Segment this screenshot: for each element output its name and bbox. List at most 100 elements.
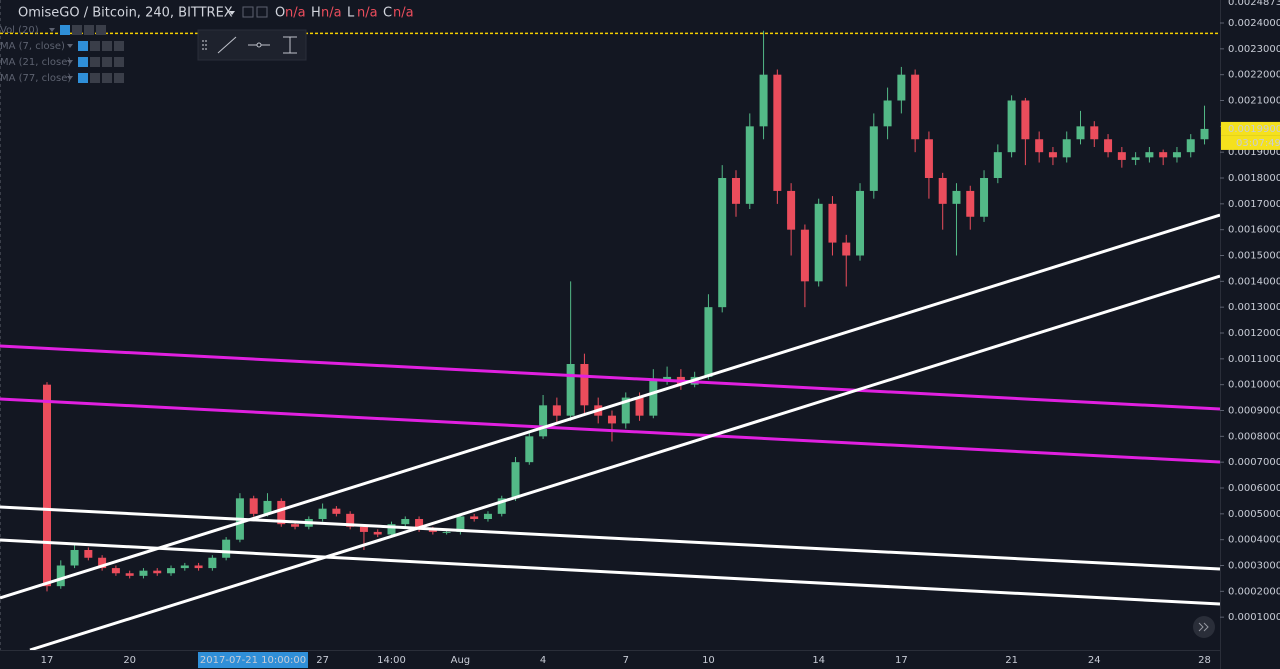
- ohlc-value: n/a: [357, 6, 378, 21]
- x-tick-label: 7: [623, 655, 629, 666]
- indicator-caret: [67, 44, 73, 48]
- channel-line: [0, 344, 1220, 411]
- channel-line: [0, 397, 1220, 464]
- scroll-icon: [1198, 622, 1209, 632]
- toolbar-grip: [202, 40, 207, 50]
- trend-line: [0, 213, 1220, 600]
- indicator-icon[interactable]: [114, 57, 124, 67]
- candle-body: [552, 405, 561, 416]
- indicator-icon[interactable]: [90, 73, 100, 83]
- x-tick-label: 14:00: [377, 655, 406, 666]
- candle-body: [1048, 152, 1057, 158]
- indicator-icon[interactable]: [72, 25, 82, 35]
- candle-body: [1104, 139, 1113, 153]
- x-tick-label: 27: [316, 655, 329, 666]
- countdown-box: [1221, 135, 1280, 150]
- candle-body: [332, 508, 341, 514]
- indicator-icon[interactable]: [96, 25, 106, 35]
- indicator-icon[interactable]: [78, 57, 88, 67]
- candle-body: [580, 364, 589, 406]
- icon[interactable]: [242, 6, 254, 18]
- indicator-icon[interactable]: [102, 73, 112, 83]
- candle-body: [346, 513, 355, 527]
- candle-body: [415, 519, 424, 530]
- x-tick-label: 17: [41, 655, 54, 666]
- indicator-icon[interactable]: [84, 25, 94, 35]
- candle-body: [897, 74, 906, 101]
- candle-body: [800, 229, 809, 282]
- crosshair-date: 2017-07-21 10:00:00: [200, 655, 306, 666]
- candle-body: [621, 397, 630, 424]
- ohlc-value: n/a: [321, 6, 342, 21]
- x-tick-label: 4: [540, 655, 546, 666]
- tool-horizontal-handle: [256, 42, 262, 48]
- trend-line: [29, 274, 1220, 650]
- candle-body: [911, 74, 920, 140]
- indicator-icon[interactable]: [78, 73, 88, 83]
- indicator-icon[interactable]: [78, 41, 88, 51]
- indicator-icon[interactable]: [102, 57, 112, 67]
- candle-body: [745, 126, 754, 204]
- ohlc-key: C: [383, 6, 392, 21]
- candle-body: [759, 74, 768, 127]
- candle-body: [497, 498, 506, 514]
- candle-body: [607, 415, 616, 424]
- candle-body: [194, 565, 203, 569]
- icon[interactable]: [256, 6, 268, 18]
- indicator-icon[interactable]: [90, 41, 100, 51]
- candle-body: [1117, 152, 1126, 160]
- candle-body: [718, 178, 727, 308]
- candle-body: [980, 178, 989, 217]
- candle-body: [318, 508, 327, 520]
- indicator-icon[interactable]: [60, 25, 70, 35]
- indicator-icon[interactable]: [90, 57, 100, 67]
- indicator-caret: [49, 28, 55, 32]
- candle-body: [208, 557, 217, 569]
- candle-body: [125, 573, 134, 576]
- candle-body: [938, 178, 947, 204]
- indicator-label: MA (77, close): [0, 73, 71, 84]
- ohlc-key: L: [347, 6, 355, 21]
- trend-line: [0, 505, 1220, 571]
- ohlc-key: H: [311, 6, 321, 21]
- x-tick-label: 24: [1088, 655, 1101, 666]
- indicator-icon[interactable]: [114, 73, 124, 83]
- candle-body: [924, 139, 933, 179]
- candle-body: [649, 379, 658, 416]
- candle-body: [70, 550, 79, 566]
- candle-body: [111, 568, 120, 574]
- tool-trend-line[interactable]: [217, 36, 237, 54]
- candle-body: [249, 498, 258, 514]
- indicator-caret: [67, 60, 73, 64]
- indicator-label: MA (21, close): [0, 57, 71, 68]
- scroll-to-end-button[interactable]: [1193, 616, 1215, 638]
- candle-body: [387, 524, 396, 535]
- candle-body: [525, 436, 534, 463]
- tool-measure[interactable]: [283, 36, 297, 54]
- candle-body: [1090, 126, 1099, 140]
- indicator-icon[interactable]: [114, 41, 124, 51]
- candle-body: [1131, 157, 1140, 160]
- indicator-icon[interactable]: [102, 41, 112, 51]
- candle-body: [153, 570, 162, 574]
- crosshair-date-box: [198, 652, 308, 668]
- candle-body: [732, 178, 740, 204]
- candle-body: [428, 529, 437, 532]
- candle-body: [291, 524, 300, 527]
- candle-body: [663, 376, 672, 380]
- candle-body: [277, 500, 286, 525]
- candle-body: [470, 516, 479, 520]
- candle-body: [993, 152, 1002, 179]
